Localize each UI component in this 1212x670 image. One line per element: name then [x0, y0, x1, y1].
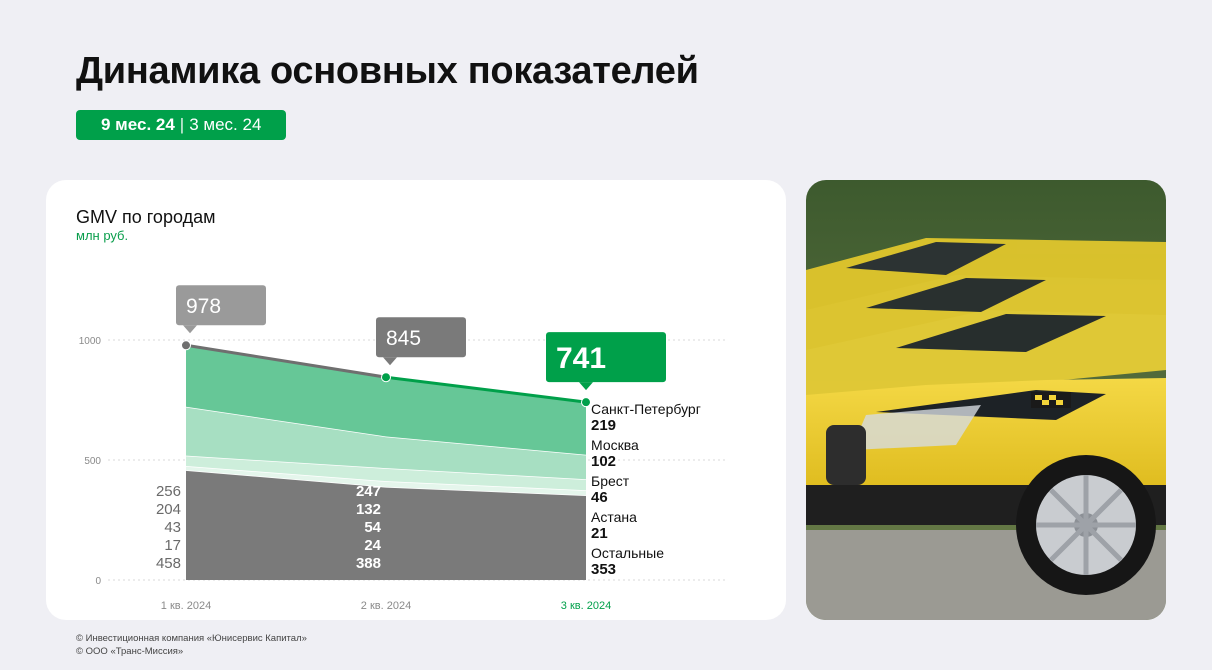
q1-value-label: 43 — [164, 519, 181, 536]
x-tick-label: 2 кв. 2024 — [361, 600, 411, 612]
total-point — [181, 340, 191, 351]
q3-value-label: 219 — [591, 417, 616, 434]
chart-unit: млн руб. — [76, 228, 129, 243]
q2-value-label: 388 — [356, 555, 381, 572]
total-line-segment — [185, 343, 387, 379]
total-value-label: 845 — [386, 327, 421, 350]
total-callout-box — [376, 317, 466, 358]
chart-title: GMV по городам — [76, 207, 216, 227]
q3-value-label: 353 — [591, 561, 616, 578]
q3-value-label: 102 — [591, 453, 616, 470]
q2-value-label: 132 — [356, 501, 381, 518]
total-line-segment — [385, 375, 587, 404]
period-switch[interactable]: 9 мес. 24 | 3 мес. 24 — [76, 110, 287, 140]
q2-value-label: 247 — [356, 483, 381, 500]
q1-value-label: 256 — [156, 483, 181, 500]
total-value-label: 978 — [186, 295, 221, 318]
q1-value-label: 204 — [156, 501, 181, 518]
taxi-photo — [806, 180, 1166, 620]
total-callout-tail — [183, 325, 197, 334]
total-callout-tail — [579, 382, 593, 391]
gmv-chart-card: GMV по городам млн руб. 0 500 1000 978 845 74… — [46, 180, 786, 620]
area-series — [186, 406, 586, 480]
q3-value-label: 46 — [591, 489, 608, 506]
area-series — [186, 466, 586, 496]
series-name-label: Остальные — [591, 545, 664, 561]
footer: © Инвестиционная компания «Юнисервис Кап… — [76, 632, 307, 658]
series-name-label: Брест — [591, 473, 630, 489]
q1-value-label: 17 — [164, 537, 181, 554]
area-other — [186, 470, 586, 580]
q2-value-label: 24 — [364, 537, 381, 554]
y-tick-label: 0 — [95, 576, 101, 587]
x-tick-label: 3 кв. 2024 — [561, 600, 611, 612]
period-9-months[interactable]: 9 мес. 24 — [101, 115, 175, 134]
series-name-label: Астана — [591, 509, 637, 525]
series-name-label: Санкт-Петербург — [591, 401, 701, 417]
total-callout-box — [176, 285, 266, 326]
taxi-cars-image — [806, 180, 1166, 620]
footer-line-2: © ООО «Транс-Миссия» — [76, 646, 184, 657]
area-series — [186, 455, 586, 491]
y-tick-label: 500 — [84, 456, 101, 467]
total-point — [581, 397, 591, 408]
period-3-months[interactable]: 3 мес. 24 — [189, 115, 262, 134]
x-tick-label: 1 кв. 2024 — [161, 600, 211, 612]
q3-value-label: 21 — [591, 525, 608, 542]
total-value-label: 741 — [556, 342, 606, 375]
page-title: Динамика основных показателей — [76, 50, 699, 92]
period-separator: | — [179, 115, 185, 134]
y-tick-label: 1000 — [79, 336, 102, 347]
footer-line-1: © Инвестиционная компания «Юнисервис Кап… — [76, 633, 307, 644]
series-name-label: Москва — [591, 437, 639, 453]
total-callout-box — [546, 332, 666, 383]
total-callout-tail — [383, 357, 397, 366]
total-point — [381, 372, 391, 383]
q2-value-label: 54 — [364, 519, 381, 536]
area-series — [186, 345, 586, 455]
q1-value-label: 458 — [156, 555, 181, 572]
